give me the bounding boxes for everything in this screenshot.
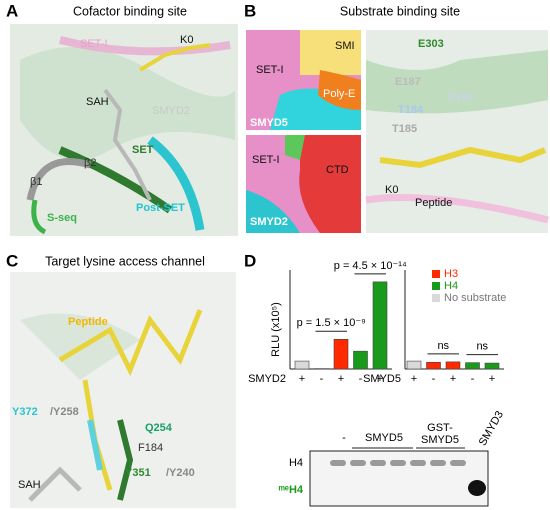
structure-label: SET-I (256, 64, 284, 76)
x-tick-label: + (450, 373, 456, 385)
structure-label: SMYD2 (250, 216, 288, 228)
structure-label: Peptide (68, 316, 108, 328)
legend-label: H4 (444, 280, 458, 292)
structure-label: K0 (385, 184, 398, 196)
blot-row-label: H4 (289, 457, 303, 469)
x-tick-label: + (489, 373, 495, 385)
x-tick-label: - (471, 373, 475, 385)
annotation: p = 4.5 × 10⁻¹⁴ (334, 260, 407, 272)
structure-label: SET (132, 144, 154, 156)
structure-label: β1 (30, 176, 42, 188)
structure-label: F184 (138, 442, 163, 454)
x-tick-label: + (338, 373, 344, 385)
structure-label: /Y258 (50, 406, 79, 418)
structure-label: Y372 (12, 406, 38, 418)
structure-label: CTD (326, 164, 349, 176)
structure-label: E303 (418, 38, 444, 50)
bar (406, 360, 422, 370)
bar (353, 350, 368, 370)
group-label: SMYD2 (248, 373, 286, 385)
blot-lane-label: - (342, 432, 346, 444)
bar (465, 362, 480, 370)
structure-label: E192 (448, 91, 474, 103)
panel-label: A (6, 1, 18, 20)
structure-label: SAH (18, 479, 41, 491)
structure-label: Y351 (125, 467, 151, 479)
structure-label: SMYD2 (152, 105, 190, 117)
structure-label: SMI (335, 40, 355, 52)
bar (372, 281, 388, 370)
x-tick-label: - (320, 373, 324, 385)
structure-label: Post-SET (136, 202, 185, 214)
y-axis-label: RLU (x10⁵) (270, 302, 282, 357)
annotation: ns (437, 340, 449, 352)
x-tick-label: + (411, 373, 417, 385)
x-tick-label: + (299, 373, 305, 385)
bar (294, 360, 310, 370)
structure-label: Poly-E (323, 88, 355, 100)
structure-label: /Y240 (166, 467, 195, 479)
structure-label: SET-I (80, 38, 108, 50)
blot-lane-label: SMYD3 (477, 409, 506, 448)
structure-c (10, 272, 236, 508)
legend-label: H3 (444, 268, 458, 280)
blot-lane-label: GST- (427, 422, 453, 434)
panel-label: D (244, 251, 256, 270)
legend-swatch (432, 294, 440, 302)
structure-a (10, 24, 238, 236)
panel-label: C (6, 251, 18, 270)
x-tick-label: - (359, 373, 363, 385)
group-label: SMYD5 (363, 373, 401, 385)
bar (445, 361, 461, 370)
structure-label: SMYD5 (250, 117, 288, 129)
bar (333, 338, 349, 370)
structure-label: Q254 (145, 422, 173, 434)
structure-label: K0 (180, 34, 193, 46)
panel-title: Substrate binding site (340, 4, 460, 18)
x-tick-label: + (377, 373, 383, 385)
blot (309, 447, 489, 507)
structure-label: SET-I (252, 154, 280, 166)
legend-swatch (432, 282, 440, 290)
annotation: ns (476, 341, 488, 353)
panel-title: Target lysine access channel (45, 254, 205, 268)
structure-label: T185 (392, 123, 417, 135)
structure-label: E187 (395, 76, 421, 88)
structure-label: S-seq (47, 212, 77, 224)
annotation: p = 1.5 × 10⁻⁹ (297, 317, 366, 329)
bar (484, 362, 500, 370)
panel-title: Cofactor binding site (73, 4, 187, 18)
structure-label: T184 (398, 104, 424, 116)
legend-swatch (432, 270, 440, 278)
blot-row-label: ᵐᵉH4 (279, 484, 304, 496)
panel-label: B (244, 1, 256, 20)
blot-lane-label: SMYD5 (365, 432, 403, 444)
structure-b (246, 30, 549, 233)
legend-label: No substrate (444, 292, 506, 304)
structure-label: SAH (86, 96, 109, 108)
bar (426, 361, 441, 370)
structure-label: β2 (84, 157, 96, 169)
structure-label: Peptide (415, 197, 452, 209)
blot-lane-label: SMYD5 (421, 434, 459, 446)
x-tick-label: - (432, 373, 436, 385)
